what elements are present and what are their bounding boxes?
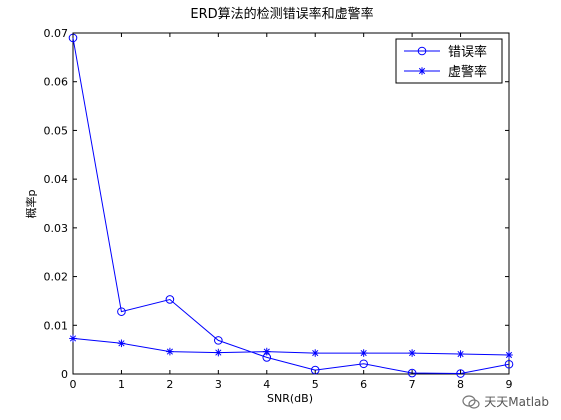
- data-point: [408, 349, 416, 357]
- asterisk-stroke: [418, 67, 426, 75]
- data-point: [359, 349, 368, 357]
- y-tick-label: 0.02: [44, 271, 69, 284]
- y-tick-label: 0.05: [44, 124, 69, 137]
- asterisk-stroke: [457, 350, 464, 358]
- chart-title: ERD算法的检测错误率和虚警率: [190, 6, 373, 22]
- series-line: [72, 337, 510, 356]
- x-tick-label: 3: [215, 378, 222, 391]
- data-point: [311, 349, 320, 357]
- asterisk-stroke: [166, 348, 173, 355]
- y-tick-label: 0.01: [44, 319, 69, 332]
- data-point: [407, 368, 417, 378]
- asterisk-stroke: [215, 349, 222, 356]
- asterisk-stroke: [505, 351, 513, 359]
- x-tick-label: 8: [457, 378, 464, 391]
- x-axis-label: SNR(dB): [267, 392, 313, 405]
- x-tick-label: 9: [506, 378, 513, 391]
- x-tick-label: 2: [166, 378, 173, 391]
- asterisk-stroke: [263, 348, 270, 355]
- data-point: [166, 347, 174, 356]
- x-tick-label: 0: [70, 378, 77, 391]
- legend-marker: [418, 67, 426, 75]
- data-point: [69, 334, 77, 343]
- x-tick-label: 5: [312, 378, 319, 391]
- data-point: [359, 359, 368, 369]
- data-point: [505, 351, 513, 359]
- data-point: [456, 350, 465, 358]
- legend-label: 错误率: [448, 44, 487, 60]
- data-point: [262, 347, 271, 356]
- watermark: 天天Matlab: [462, 393, 549, 410]
- data-point: [117, 307, 126, 316]
- legend-box: [395, 38, 503, 84]
- data-point: [214, 336, 223, 345]
- y-axis-label: 概率p: [24, 189, 38, 218]
- data-point: [504, 359, 514, 369]
- axes-background: [72, 32, 510, 375]
- series-circle: [68, 33, 514, 378]
- data-point: [117, 339, 126, 348]
- y-tick-label: 0.04: [44, 173, 69, 186]
- legend-marker: [417, 46, 427, 56]
- data-point: [165, 295, 175, 304]
- y-tick-label: 0.07: [44, 27, 69, 40]
- y-tick-label: 0.03: [44, 222, 69, 235]
- legend-label: 虚警率: [448, 64, 487, 80]
- data-point: [456, 369, 465, 378]
- asterisk-stroke: [69, 335, 77, 342]
- x-tick-label: 4: [263, 378, 270, 391]
- series-line: [72, 37, 510, 375]
- ticks-layer: 0 1 2 3 4 5 6 7 8 9 0 0.01 0.02 0.03 0.04 0.05 0.06 0.07: [44, 27, 513, 391]
- plot-area-frame: [72, 32, 510, 375]
- wechat-icon: [462, 394, 480, 409]
- asterisk-stroke: [312, 349, 319, 357]
- series-layer: [68, 33, 514, 378]
- asterisk-stroke: [118, 340, 125, 347]
- x-tick-label: 1: [118, 378, 125, 391]
- data-point: [214, 348, 223, 357]
- y-tick-label: 0.06: [44, 76, 69, 89]
- series-asterisk: [69, 334, 513, 359]
- y-tick-label: 0: [61, 368, 68, 381]
- x-tick-label: 7: [409, 378, 416, 391]
- x-tick-label: 6: [360, 378, 367, 391]
- watermark-text: 天天Matlab: [484, 395, 549, 409]
- asterisk-stroke: [409, 349, 416, 357]
- asterisk-stroke: [360, 349, 367, 357]
